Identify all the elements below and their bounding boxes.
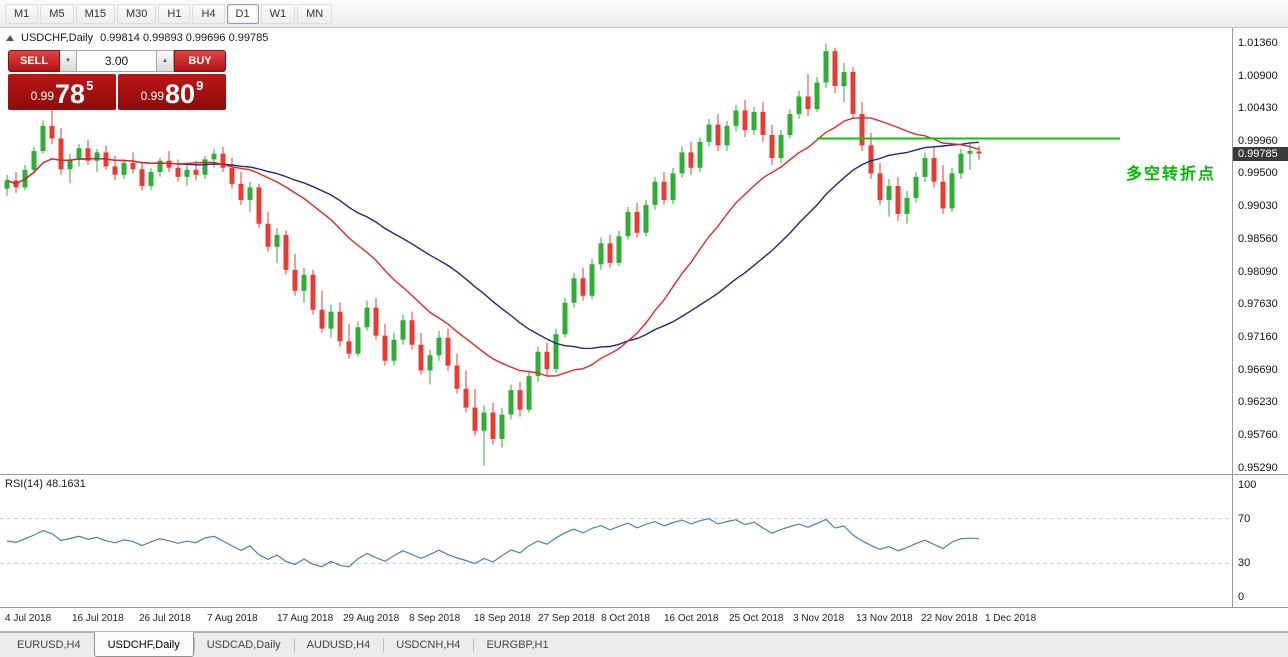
- date-axis-label: 7 Aug 2018: [207, 613, 258, 624]
- price-axis-label: 0.96690: [1238, 363, 1278, 376]
- price-axis-label: 1.01360: [1238, 37, 1278, 50]
- trade-controls-row: SELL ▼ 3.00 ▲ BUY: [8, 50, 226, 72]
- date-axis-label: 8 Oct 2018: [601, 613, 650, 624]
- chart-tab-usdcad[interactable]: USDCAD,Daily: [193, 633, 294, 657]
- date-axis-label: 16 Jul 2018: [72, 613, 124, 624]
- date-axis-label: 4 Jul 2018: [5, 613, 52, 624]
- bid-prefix: 0.99: [30, 89, 55, 103]
- chart-tab-usdchf[interactable]: USDCHF,Daily: [93, 632, 194, 657]
- volume-decrease-button[interactable]: ▼: [60, 50, 77, 72]
- price-chart-canvas[interactable]: [0, 28, 1232, 474]
- sell-button[interactable]: SELL: [8, 50, 60, 72]
- date-axis-label: 13 Nov 2018: [856, 613, 913, 624]
- price-axis-label: 0.99500: [1238, 167, 1278, 180]
- price-axis-label: 1.00900: [1238, 69, 1278, 82]
- date-axis-label: 18 Sep 2018: [474, 613, 531, 624]
- bid-pip-digit: 5: [86, 78, 94, 93]
- collapse-panel-icon[interactable]: [6, 35, 14, 41]
- date-axis-label: 22 Nov 2018: [921, 613, 978, 624]
- ask-pip-digit: 9: [196, 78, 204, 93]
- price-axis-label: 0.97630: [1238, 298, 1278, 311]
- date-axis-label: 8 Sep 2018: [409, 613, 461, 624]
- chart-annotation-text: 多空转折点: [1126, 166, 1217, 183]
- price-axis-label: 0.98090: [1238, 266, 1278, 278]
- chart-tab-eurgbp[interactable]: EURGBP,H1: [473, 633, 561, 657]
- date-axis-label: 16 Oct 2018: [664, 613, 719, 624]
- rsi-panel: RSI(14) 48.1631 100 70 30 0: [0, 475, 1288, 608]
- timeframe-button-h1[interactable]: H1: [158, 3, 191, 24]
- date-axis-label: 17 Aug 2018: [277, 613, 334, 624]
- price-axis-label: 0.99960: [1238, 135, 1278, 148]
- buy-button[interactable]: BUY: [174, 50, 226, 72]
- rsi-axis-label: 100: [1238, 479, 1257, 491]
- timeframe-button-d1[interactable]: D1: [226, 3, 259, 24]
- price-axis-label: 0.98560: [1238, 233, 1278, 246]
- chart-symbol-label: USDCHF,Daily: [21, 32, 94, 44]
- timeframe-button-w1[interactable]: W1: [260, 3, 296, 24]
- date-axis[interactable]: 4 Jul 2018 16 Jul 2018 26 Jul 2018 7 Aug 20…: [0, 608, 1288, 632]
- bid-big-digits: 78: [55, 79, 86, 109]
- chart-title: USDCHF,Daily 0.99814 0.99893 0.99696 0.9…: [6, 32, 268, 44]
- price-axis-label: 0.96230: [1238, 396, 1278, 408]
- price-axis-label: 0.97160: [1238, 331, 1278, 343]
- chart-tab-audusd[interactable]: AUDUSD,H4: [293, 633, 384, 657]
- timeframe-button-m15[interactable]: M15: [75, 3, 115, 24]
- price-axis-label: 0.99030: [1238, 200, 1278, 213]
- one-click-trade-panel: SELL ▼ 3.00 ▲ BUY 0.99 78 5 0.99 80 9: [8, 50, 226, 110]
- trade-prices-row: 0.99 78 5 0.99 80 9: [8, 74, 226, 110]
- timeframe-button-m30[interactable]: M30: [116, 3, 157, 24]
- ask-price-button[interactable]: 0.99 80 9: [118, 74, 226, 110]
- volume-input[interactable]: 3.00: [77, 50, 157, 72]
- rsi-axis-label: 0: [1238, 591, 1245, 603]
- rsi-indicator-label: RSI(14) 48.1631: [5, 478, 86, 490]
- rsi-canvas[interactable]: [0, 475, 1232, 608]
- price-axis-label: 0.95760: [1238, 428, 1278, 441]
- price-axis-label: 1.00430: [1238, 102, 1278, 115]
- date-axis-label: 25 Oct 2018: [729, 613, 784, 624]
- chart-tab-usdcnh[interactable]: USDCNH,H4: [383, 633, 473, 657]
- bid-price-button[interactable]: 0.99 78 5: [8, 74, 116, 110]
- rsi-line: [6, 518, 980, 568]
- timeframe-button-h4[interactable]: H4: [192, 3, 225, 24]
- chart-ohlc-values: 0.99814 0.99893 0.99696 0.99785: [100, 32, 269, 44]
- timeframe-button-m1[interactable]: M1: [5, 3, 39, 24]
- price-axis[interactable]: 0.99785 1.01360 1.00900 1.00430 0.99960 0.99…: [1232, 28, 1288, 474]
- price-axis-label: 0.95290: [1238, 461, 1278, 474]
- timeframe-button-m5[interactable]: M5: [40, 3, 74, 24]
- date-axis-label: 3 Nov 2018: [793, 613, 845, 624]
- date-axis-label: 27 Sep 2018: [538, 613, 595, 624]
- ask-big-digits: 80: [165, 79, 196, 109]
- ask-prefix: 0.99: [140, 89, 165, 103]
- timeframe-toolbar: M1 M5 M15 M30 H1 H4 D1 W1 MN: [0, 0, 1288, 28]
- current-price-badge: 0.99785: [1233, 146, 1288, 161]
- date-axis-label: 1 Dec 2018: [985, 613, 1037, 624]
- rsi-axis: 100 70 30 0: [1232, 475, 1288, 607]
- rsi-axis-label: 70: [1238, 512, 1251, 525]
- date-axis-label: 29 Aug 2018: [343, 613, 400, 624]
- rsi-axis-label: 30: [1238, 557, 1251, 570]
- date-axis-label: 26 Jul 2018: [139, 613, 191, 624]
- chart-tab-bar: EURUSD,H4 USDCHF,Daily USDCAD,Daily AUDUSD,…: [0, 632, 1288, 657]
- volume-increase-button[interactable]: ▲: [157, 50, 174, 72]
- price-chart-panel: USDCHF,Daily 0.99814 0.99893 0.99696 0.9…: [0, 28, 1288, 475]
- chart-tab-eurusd[interactable]: EURUSD,H4: [17, 639, 81, 651]
- ma-fast-line: [6, 117, 980, 377]
- timeframe-button-mn[interactable]: MN: [297, 3, 333, 24]
